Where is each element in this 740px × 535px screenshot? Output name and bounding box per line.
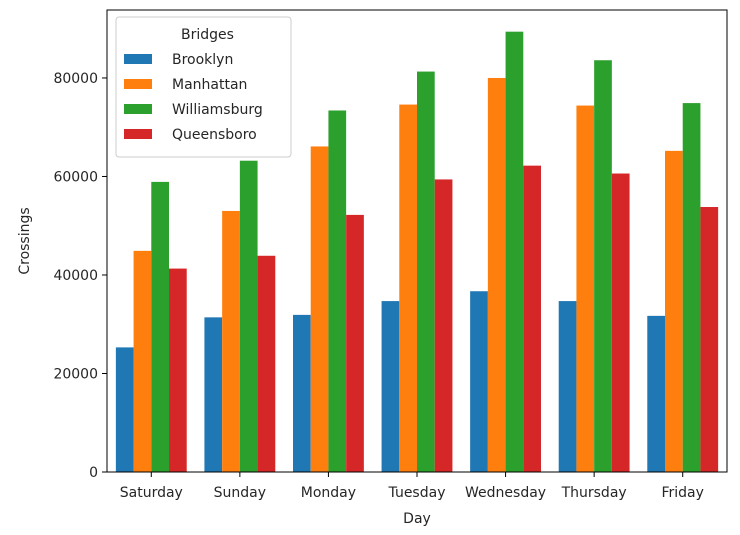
bar-brooklyn-tuesday (381, 301, 400, 472)
x-tick-label: Sunday (214, 485, 266, 501)
bar-brooklyn-monday (293, 314, 311, 472)
bar-brooklyn-saturday (115, 347, 134, 472)
bar-manhattan-monday (310, 146, 329, 472)
legend-label-brooklyn: Brooklyn (172, 52, 233, 68)
x-axis-label: Day (403, 511, 431, 527)
bar-queensboro-thursday (611, 173, 630, 472)
y-tick-label: 0 (89, 465, 98, 481)
y-axis: 0 20000 40000 60000 80000 (53, 71, 107, 481)
legend-swatch-williamsburg (124, 104, 152, 114)
bar-williamsburg-sunday (239, 160, 258, 472)
legend-swatch-brooklyn (124, 54, 152, 64)
bar-brooklyn-wednesday (470, 291, 488, 472)
bar-williamsburg-saturday (151, 181, 169, 473)
bar-williamsburg-tuesday (417, 71, 435, 472)
legend-swatch-manhattan (124, 79, 152, 89)
bars-layer (115, 31, 719, 473)
legend-title: Bridges (181, 27, 234, 43)
legend: Bridges Brooklyn Manhattan Williamsburg Que… (115, 16, 292, 158)
bar-manhattan-saturday (133, 250, 152, 472)
bar-queensboro-sunday (257, 255, 276, 472)
bar-queensboro-tuesday (434, 179, 453, 472)
x-axis: Saturday Sunday Monday Tuesday Wednesday Thur… (120, 472, 704, 501)
bar-queensboro-wednesday (523, 165, 541, 472)
x-tick-label: Wednesday (465, 485, 546, 501)
bar-williamsburg-friday (682, 103, 701, 473)
bar-brooklyn-friday (647, 315, 665, 472)
bar-williamsburg-monday (328, 110, 347, 473)
bar-queensboro-saturday (169, 268, 187, 472)
x-tick-label: Saturday (120, 485, 183, 501)
bar-manhattan-tuesday (399, 104, 417, 472)
x-tick-label: Tuesday (388, 485, 446, 501)
legend-box (115, 16, 292, 158)
bar-williamsburg-thursday (594, 60, 612, 473)
y-tick-label: 20000 (53, 366, 98, 382)
bar-manhattan-friday (665, 150, 683, 473)
legend-items: Brooklyn Manhattan Williamsburg Queensboro (124, 52, 263, 143)
bar-brooklyn-sunday (204, 317, 223, 472)
y-tick-label: 40000 (53, 268, 98, 284)
legend-swatch-queensboro (124, 129, 152, 139)
bar-queensboro-friday (700, 207, 719, 472)
bar-queensboro-monday (346, 214, 364, 473)
bar-manhattan-sunday (222, 210, 240, 472)
x-tick-label: Friday (661, 485, 703, 501)
y-tick-label: 60000 (53, 169, 98, 185)
y-axis-label: Crossings (17, 207, 33, 274)
legend-label-williamsburg: Williamsburg (172, 102, 263, 118)
bar-williamsburg-wednesday (505, 31, 524, 473)
x-tick-label: Monday (301, 485, 356, 501)
bar-brooklyn-thursday (558, 301, 577, 472)
legend-label-queensboro: Queensboro (172, 127, 257, 143)
legend-label-manhattan: Manhattan (172, 77, 247, 93)
bar-manhattan-wednesday (487, 77, 506, 472)
y-tick-label: 80000 (53, 71, 98, 87)
x-tick-label: Thursday (561, 485, 627, 501)
bar-manhattan-thursday (576, 105, 595, 472)
